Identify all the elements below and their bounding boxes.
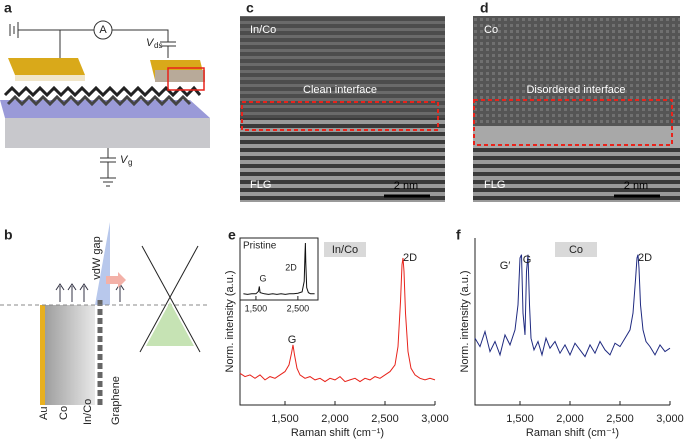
- x-axis-label: Raman shift (cm⁻¹): [291, 427, 384, 439]
- x-tick-label: 3,000: [656, 413, 684, 425]
- voltage-label: V: [146, 37, 155, 49]
- x-tick-label: 3,000: [421, 413, 449, 425]
- peak-label: 2D: [403, 252, 417, 264]
- layer-label: In/Co: [82, 399, 94, 425]
- tem-label: Clean interface: [303, 84, 377, 96]
- peak-label: G: [259, 273, 266, 283]
- legend-label: In/Co: [332, 244, 358, 256]
- legend-box: [324, 242, 366, 257]
- tem-label: FLG: [250, 179, 271, 191]
- tem-image: [240, 16, 445, 202]
- spectrum: [239, 257, 436, 383]
- peak-label: G: [288, 334, 297, 346]
- spectrum: [474, 254, 671, 358]
- spectrum: [243, 242, 315, 295]
- tem-label: In/Co: [250, 24, 276, 36]
- panel-label: b: [4, 227, 13, 243]
- panel-label: e: [228, 227, 236, 243]
- peak-label: 2D: [638, 252, 652, 264]
- panel-label: d: [480, 0, 489, 16]
- legend-box: [555, 242, 597, 257]
- x-tick-label: 2,500: [606, 413, 634, 425]
- panel-label: c: [246, 0, 254, 16]
- axis: [474, 238, 670, 406]
- gap-label: vdW gap: [91, 236, 103, 279]
- voltage-subscript: ds: [154, 41, 162, 50]
- x-tick-label: 1,500: [506, 413, 534, 425]
- layer-label: Co: [58, 406, 70, 420]
- panel-label: f: [456, 227, 461, 243]
- band-schematic: [0, 222, 210, 405]
- peak-label: 2D: [285, 262, 297, 272]
- tem-label: Co: [484, 24, 498, 36]
- tem-label: Disordered interface: [526, 84, 625, 96]
- voltage-label: V: [120, 154, 129, 166]
- x-tick-label: 2,500: [371, 413, 399, 425]
- panel-label: a: [4, 0, 12, 16]
- tem-image: [473, 16, 680, 202]
- y-axis-label: Norm. intensity (a.u.): [459, 270, 471, 372]
- x-axis-label: Raman shift (cm⁻¹): [526, 427, 619, 439]
- inset-title: Pristine: [243, 241, 277, 252]
- peak-label: G: [523, 254, 532, 266]
- scale-label: 2 nm: [394, 180, 418, 192]
- x-tick-label: 2,000: [556, 413, 584, 425]
- x-tick-label: 1,500: [271, 413, 299, 425]
- x-tick-label: 2,000: [321, 413, 349, 425]
- scale-label: 2 nm: [624, 180, 648, 192]
- voltage-subscript: g: [128, 158, 132, 167]
- layer-label: Au: [38, 407, 50, 420]
- ammeter-label: A: [99, 24, 107, 36]
- layer-label: Graphene: [110, 376, 122, 425]
- x-tick-label: 2,500: [287, 303, 310, 313]
- legend-label: Co: [569, 244, 583, 256]
- y-axis-label: Norm. intensity (a.u.): [224, 270, 236, 372]
- x-tick-label: 1,500: [245, 303, 268, 313]
- device-schematic: [0, 20, 210, 187]
- tem-label: FLG: [484, 179, 505, 191]
- peak-label: G′: [500, 260, 511, 272]
